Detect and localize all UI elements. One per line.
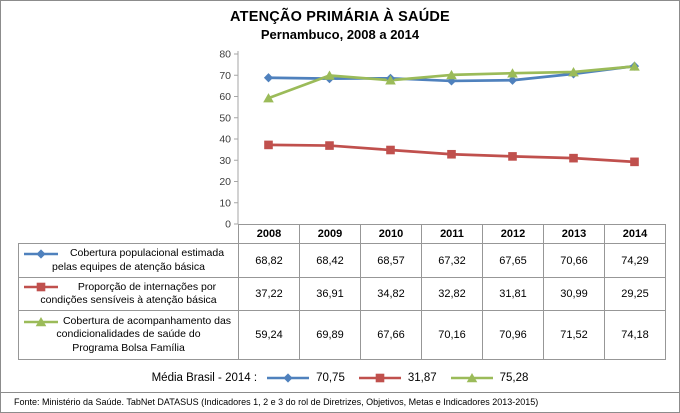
data-point-s2-2008 (264, 140, 273, 150)
data-point-s3-2014 (629, 61, 640, 71)
triangle-series-marker-icon (35, 316, 47, 327)
series-name-line: pelas equipes de atenção básica (52, 260, 205, 273)
square-marker-icon (358, 373, 401, 383)
year-header-cell: 2014 (604, 224, 666, 244)
media-brasil-entries: 70,75 31,87 75,28 (266, 372, 528, 384)
series-name-line: condições sensíveis à atenção básica (40, 294, 217, 306)
year-header-row: 2008 2009 2010 2011 2012 2013 2014 (19, 224, 666, 244)
data-point-s3-2009 (324, 70, 335, 80)
series-name-line: Programa Bolsa Família (72, 341, 185, 354)
series-row: Cobertura de acompanhamento das condicion… (18, 310, 666, 360)
footer-divider (1, 392, 679, 393)
y-axis-label: 10 (219, 197, 231, 209)
data-point-s2-2013 (569, 153, 578, 163)
diamond-series-marker-icon (36, 249, 46, 259)
data-point-s2-2011 (447, 149, 456, 159)
series-legend-cell: Cobertura de acompanhamento das condicion… (18, 310, 239, 360)
y-axis-label: 30 (219, 155, 231, 167)
brasil-value: 75,28 (499, 372, 529, 384)
value-cell: 32,82 (421, 277, 483, 311)
y-axis-label: 70 (219, 70, 231, 82)
data-point-s2-2012 (508, 152, 517, 161)
series-legend-cell: Proporção de internações por condições se… (18, 277, 239, 311)
triangle-marker-icon (450, 373, 493, 383)
data-point-s3-2010 (385, 75, 396, 85)
data-point-s2-2014 (630, 157, 639, 167)
series-row: Proporção de internações por condições se… (18, 277, 666, 311)
data-point-s2-2009 (325, 141, 334, 150)
media-brasil-legend: Média Brasil - 2014 : 70,75 31,87 75,28 (1, 368, 679, 388)
data-point-s3-2012 (507, 68, 518, 78)
value-cell: 67,32 (421, 243, 483, 278)
y-axis-label: 20 (219, 176, 231, 188)
value-cell: 70,16 (421, 310, 483, 360)
series-name-line: Cobertura populacional estimada (69, 247, 225, 260)
data-point-s3-2011 (446, 69, 457, 80)
value-cell: 68,42 (299, 243, 361, 278)
brasil-value: 31,87 (407, 372, 437, 384)
series-name-line: Cobertura de acompanhamento das (62, 315, 232, 328)
series-row: Cobertura populacional estimada pelas equ… (18, 243, 666, 278)
data-point-s1-2012 (507, 75, 518, 85)
value-cell: 74,18 (604, 310, 666, 360)
table-corner (19, 225, 239, 244)
triangle-marker-icon (466, 373, 477, 383)
triangle-series-marker-icon (24, 316, 58, 327)
y-axis-label: 60 (219, 91, 231, 103)
year-header-cell: 2009 (299, 224, 361, 244)
year-header-cell: 2011 (421, 224, 483, 244)
series-name-line: condicionalidades de saúde do (56, 328, 201, 341)
value-cell: 29,25 (604, 277, 666, 311)
y-axis-label: 0 (225, 219, 231, 231)
data-point-s1-2008 (263, 73, 274, 83)
data-point-s2-2010 (386, 145, 395, 155)
square-series-marker-icon (24, 283, 58, 292)
value-cell: 68,82 (238, 243, 300, 278)
value-cell: 67,65 (482, 243, 544, 278)
square-series-marker-icon (36, 283, 46, 292)
year-header-cell: 2008 (238, 224, 300, 244)
brasil-legend-entry: 70,75 (266, 372, 345, 384)
media-brasil-label: Média Brasil - 2014 : (151, 372, 258, 384)
y-axis-label: 80 (219, 49, 231, 61)
chart-data-table: 2008 2009 2010 2011 2012 2013 2014 Cobertura po… (18, 224, 666, 360)
y-axis-label: 50 (219, 112, 231, 124)
year-header-cell: 2012 (482, 224, 544, 244)
value-cell: 34,82 (360, 277, 422, 311)
year-header-cell: 2013 (543, 224, 605, 244)
value-cell: 69,89 (299, 310, 361, 360)
brasil-legend-entry: 31,87 (358, 372, 437, 384)
value-cell: 37,22 (238, 277, 300, 311)
year-header-cell: 2010 (360, 224, 422, 244)
value-cell: 68,57 (360, 243, 422, 278)
value-cell: 30,99 (543, 277, 605, 311)
diamond-series-marker-icon (24, 249, 58, 259)
brasil-value: 70,75 (316, 372, 345, 384)
y-axis-label: 40 (219, 134, 231, 146)
data-point-s3-2013 (568, 67, 579, 77)
value-cell: 36,91 (299, 277, 361, 311)
chart-subtitle: Pernambuco, 2008 a 2014 (260, 27, 420, 42)
value-cell: 70,96 (482, 310, 544, 360)
series-name-line: Proporção de internações por (77, 280, 217, 293)
value-cell: 71,52 (543, 310, 605, 360)
data-point-s3-2008 (263, 93, 274, 103)
value-cell: 70,66 (543, 243, 605, 278)
series-legend-cell: Cobertura populacional estimada pelas equ… (18, 243, 239, 278)
diamond-marker-icon (283, 373, 293, 383)
value-cell: 59,24 (238, 310, 300, 360)
value-cell: 74,29 (604, 243, 666, 278)
value-cell: 67,66 (360, 310, 422, 360)
source-note: Fonte: Ministério da Saúde. TabNet DATAS… (14, 397, 539, 407)
brasil-legend-entry: 75,28 (450, 372, 529, 384)
diamond-marker-icon (267, 373, 310, 383)
square-marker-icon (375, 373, 385, 383)
chart-title: ATENÇÃO PRIMÁRIA À SAÚDE (230, 9, 450, 25)
value-cell: 31,81 (482, 277, 544, 311)
